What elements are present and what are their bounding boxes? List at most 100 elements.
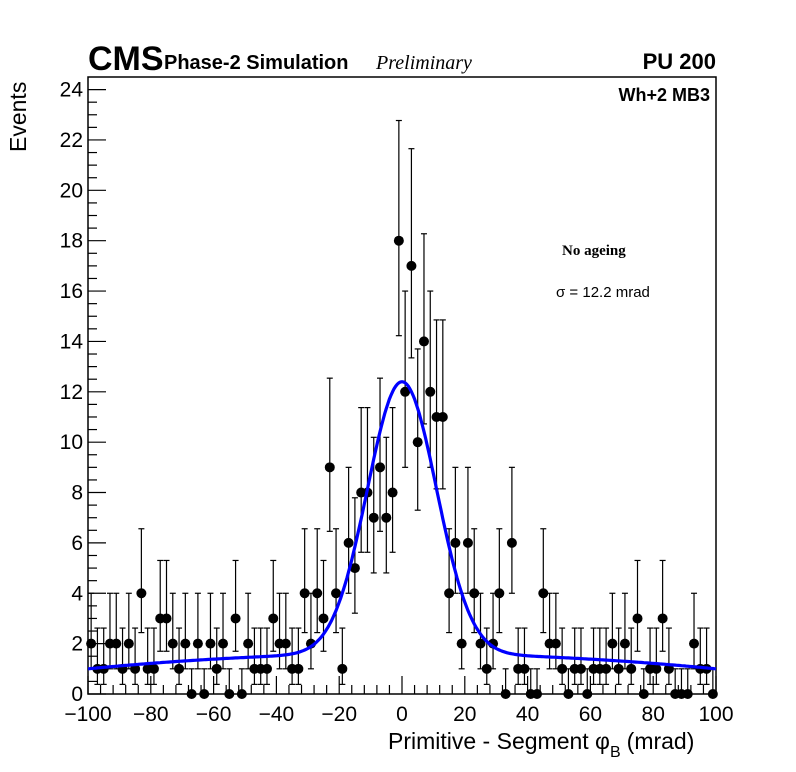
data-point: [199, 689, 210, 699]
data-point: [651, 663, 662, 674]
data-point: [689, 638, 700, 649]
data-point: [393, 235, 404, 246]
data-point: [607, 638, 618, 649]
x-tick-label: −80: [133, 703, 169, 726]
x-tick-label: 80: [642, 703, 665, 726]
x-tick-label: 100: [698, 703, 733, 726]
preliminary-label: Preliminary: [375, 52, 472, 74]
data-point: [387, 487, 398, 498]
data-point: [418, 336, 429, 347]
data-point: [180, 638, 191, 649]
data-point: [293, 663, 304, 674]
plot-frame: [87, 76, 717, 695]
data-point: [462, 537, 473, 548]
data-point: [230, 613, 241, 624]
data-point: [682, 689, 693, 699]
data-point: [469, 588, 480, 599]
x-tick-label: −100: [64, 703, 111, 726]
x-axis: −100 −80 −60 −40 −20 0 20 40 60 80 100: [64, 676, 734, 726]
data-point: [538, 588, 549, 599]
data-point: [632, 613, 643, 624]
data-point: [337, 663, 348, 674]
data-point: [638, 689, 649, 699]
data-point: [205, 638, 216, 649]
data-point: [425, 386, 436, 397]
data-point: [331, 588, 342, 599]
y-tick-label: 20: [60, 179, 83, 202]
y-tick-label: 16: [60, 280, 83, 303]
y-tick-label: 0: [71, 683, 83, 706]
x-tick-label: 0: [396, 703, 408, 726]
data-point: [657, 613, 668, 624]
data-point: [318, 613, 329, 624]
x-tick-label: −60: [196, 703, 232, 726]
x-axis-label: Primitive - Segment φB (mrad): [388, 728, 694, 761]
data-point: [519, 663, 530, 674]
data-point: [494, 588, 505, 599]
cms-label: CMS: [88, 40, 164, 78]
data-point: [161, 613, 172, 624]
x-tick-label: −20: [321, 703, 357, 726]
data-point: [218, 638, 229, 649]
data-point: [86, 638, 97, 649]
data-point: [450, 537, 461, 548]
data-point: [243, 638, 254, 649]
data-point: [148, 663, 159, 674]
data-point: [619, 638, 630, 649]
data-point: [400, 386, 411, 397]
data-point: [167, 638, 178, 649]
condition-label: No ageing: [562, 243, 626, 259]
data-point: [575, 663, 586, 674]
data-point: [456, 638, 467, 649]
y-tick-label: 18: [60, 230, 83, 253]
data-point: [261, 663, 272, 674]
data-point: [123, 638, 134, 649]
plot-border: [87, 76, 717, 695]
data-point: [412, 437, 423, 448]
data-point: [236, 689, 247, 699]
x-axis-label-unit: (mrad): [627, 728, 695, 754]
data-point: [211, 663, 222, 674]
data-point: [506, 537, 517, 548]
y-tick-label: 24: [60, 79, 84, 102]
data-point: [324, 462, 335, 473]
x-axis-label-sub: B: [610, 744, 621, 761]
y-axis-label: Events: [5, 82, 31, 152]
y-tick-label: 2: [71, 633, 83, 656]
subtitle-label: Phase-2 Simulation: [164, 52, 349, 74]
data-point: [582, 689, 593, 699]
x-tick-label: 40: [516, 703, 539, 726]
data-point: [375, 462, 386, 473]
x-tick-label: −40: [259, 703, 295, 726]
data-point: [563, 689, 574, 699]
data-points: [86, 235, 718, 699]
x-tick-label: 60: [579, 703, 602, 726]
sigma-label: σ = 12.2 mrad: [556, 284, 650, 301]
pileup-label: PU 200: [643, 49, 716, 74]
y-tick-label: 10: [60, 431, 83, 454]
data-point: [550, 638, 561, 649]
data-point: [406, 260, 417, 271]
data-point: [349, 563, 360, 574]
chamber-label: Wh+2 MB3: [618, 85, 710, 105]
data-point: [368, 512, 379, 523]
data-point: [312, 588, 323, 599]
data-point: [192, 638, 203, 649]
data-point: [532, 689, 543, 699]
data-point: [174, 663, 185, 674]
data-point: [475, 638, 486, 649]
y-tick-label: 4: [71, 582, 83, 605]
data-point: [224, 689, 235, 699]
data-point: [280, 638, 291, 649]
data-point: [557, 663, 568, 674]
y-tick-label: 8: [71, 482, 83, 505]
data-point: [444, 588, 455, 599]
data-point: [343, 537, 354, 548]
data-point: [381, 512, 392, 523]
data-point: [186, 689, 197, 699]
y-tick-label: 6: [71, 532, 83, 555]
data-point: [268, 613, 279, 624]
fit-curve: [87, 380, 717, 671]
data-point: [707, 689, 718, 699]
